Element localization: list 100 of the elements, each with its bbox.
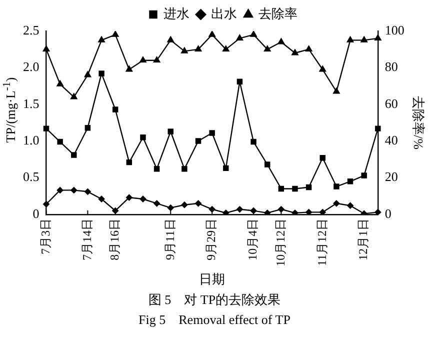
point: [374, 209, 382, 214]
point: [182, 166, 188, 172]
point: [98, 70, 104, 76]
legend-label: 进水: [163, 6, 190, 21]
point: [360, 36, 368, 42]
point: [181, 47, 188, 54]
point: [236, 34, 244, 41]
x-tick-label: 7月14日: [80, 218, 94, 260]
y2-tick-label: 20: [384, 169, 398, 184]
point: [112, 208, 119, 214]
point: [292, 49, 298, 56]
x-tick-label: 10月12日: [273, 218, 288, 266]
point: [70, 93, 78, 100]
point: [154, 166, 160, 172]
point: [264, 210, 271, 214]
point: [181, 202, 188, 208]
point: [195, 200, 202, 207]
point: [140, 196, 146, 202]
caption: Fig 5 Removal effect of TP: [138, 311, 292, 329]
point: [112, 31, 119, 37]
point: [167, 204, 174, 211]
point: [264, 46, 271, 52]
point: [222, 46, 230, 52]
y-tick-label: 0.5: [23, 169, 40, 184]
point: [375, 126, 381, 132]
y2-tick-label: 40: [384, 132, 398, 148]
point: [43, 200, 50, 208]
point: [195, 138, 202, 144]
y-tick-label: 2.0: [23, 59, 40, 74]
point: [84, 188, 91, 195]
point: [250, 31, 257, 37]
x-tick-label: 12月1日: [356, 218, 370, 260]
point: [42, 46, 50, 52]
point: [236, 206, 243, 212]
point: [319, 209, 326, 214]
point: [306, 209, 312, 214]
point: [84, 124, 91, 131]
point: [168, 128, 174, 134]
point: [264, 162, 270, 168]
x-tick-label: 11月12日: [314, 218, 329, 266]
point: [126, 194, 132, 201]
point: [209, 130, 215, 136]
caption: 图 5 对 TP的去除效果: [147, 291, 282, 309]
point: [347, 178, 354, 184]
point: [250, 208, 257, 214]
point: [333, 200, 340, 207]
point: [194, 46, 202, 52]
y-tick-label: 2.5: [23, 22, 40, 38]
point: [112, 106, 118, 112]
point: [57, 138, 63, 145]
y2-axis-title: 去除率/%: [410, 96, 426, 150]
legend-label: 出水: [210, 6, 237, 21]
y-tick-label: 0: [32, 206, 40, 221]
point: [208, 31, 216, 37]
point: [361, 172, 367, 178]
point: [140, 134, 146, 140]
point: [250, 138, 256, 145]
x-tick-label: 9月29日: [204, 218, 218, 260]
point: [126, 66, 133, 72]
point: [84, 71, 92, 78]
point: [333, 88, 340, 94]
point: [126, 159, 132, 166]
legend-label: 去除率: [258, 6, 298, 21]
point: [56, 80, 64, 86]
point: [153, 56, 160, 63]
y2-tick-label: 100: [384, 22, 404, 38]
point: [208, 206, 216, 212]
point: [278, 186, 284, 192]
point: [305, 46, 312, 52]
point: [320, 155, 326, 161]
point: [167, 36, 174, 42]
point: [154, 200, 160, 207]
x-tick-label: 7月3日: [38, 218, 52, 254]
point: [278, 206, 284, 212]
point: [334, 184, 340, 190]
y-tick-label: 1.0: [23, 132, 40, 148]
y-tick-label: 1.5: [23, 96, 40, 111]
y2-tick-label: 0: [384, 206, 392, 221]
point: [374, 34, 382, 41]
point: [98, 196, 105, 202]
point: [43, 126, 50, 132]
point: [278, 38, 285, 44]
point: [222, 210, 230, 214]
point: [223, 165, 229, 172]
point: [71, 152, 77, 158]
point: [56, 186, 64, 194]
point: [292, 186, 298, 192]
point: [140, 56, 146, 63]
point: [236, 78, 243, 84]
x-tick-label: 10月4日: [246, 218, 260, 260]
point: [319, 66, 326, 72]
point: [306, 184, 312, 190]
y2-tick-label: 80: [384, 59, 398, 74]
point: [347, 202, 354, 209]
point: [70, 186, 78, 194]
point: [98, 36, 105, 42]
x-tick-label: 8月16日: [108, 218, 122, 260]
point: [346, 36, 354, 42]
y2-tick-label: 60: [384, 96, 398, 111]
x-tick-label: 9月11日: [162, 218, 177, 260]
